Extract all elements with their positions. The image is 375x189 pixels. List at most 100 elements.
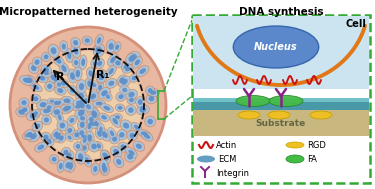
Ellipse shape xyxy=(77,128,87,138)
Ellipse shape xyxy=(58,79,69,88)
Ellipse shape xyxy=(76,80,87,93)
Ellipse shape xyxy=(30,133,37,139)
Ellipse shape xyxy=(90,121,95,126)
Ellipse shape xyxy=(96,69,106,84)
Ellipse shape xyxy=(87,67,95,80)
Ellipse shape xyxy=(68,69,77,83)
FancyBboxPatch shape xyxy=(192,15,370,183)
Ellipse shape xyxy=(93,100,105,107)
Ellipse shape xyxy=(113,42,121,53)
Ellipse shape xyxy=(81,58,85,66)
Ellipse shape xyxy=(91,93,96,98)
Ellipse shape xyxy=(70,88,75,93)
Ellipse shape xyxy=(56,133,60,139)
Text: Cell: Cell xyxy=(345,19,366,29)
Ellipse shape xyxy=(98,73,104,80)
Ellipse shape xyxy=(82,145,87,150)
Ellipse shape xyxy=(115,115,120,119)
Ellipse shape xyxy=(85,131,94,145)
Ellipse shape xyxy=(82,36,92,45)
Ellipse shape xyxy=(86,104,91,109)
Circle shape xyxy=(10,27,166,183)
Ellipse shape xyxy=(59,163,63,169)
Ellipse shape xyxy=(83,154,92,167)
Ellipse shape xyxy=(106,65,116,77)
Ellipse shape xyxy=(53,76,58,82)
Ellipse shape xyxy=(52,157,57,162)
Ellipse shape xyxy=(40,102,46,107)
Ellipse shape xyxy=(51,129,61,140)
Ellipse shape xyxy=(19,98,29,107)
Ellipse shape xyxy=(43,70,49,75)
Ellipse shape xyxy=(56,111,64,123)
Ellipse shape xyxy=(64,98,70,103)
Text: Substrate: Substrate xyxy=(256,119,306,128)
Ellipse shape xyxy=(72,130,81,140)
Ellipse shape xyxy=(34,124,40,129)
Ellipse shape xyxy=(96,47,102,54)
Ellipse shape xyxy=(148,96,154,101)
Ellipse shape xyxy=(122,79,128,85)
Ellipse shape xyxy=(80,55,87,70)
Ellipse shape xyxy=(66,133,74,142)
Ellipse shape xyxy=(82,96,89,106)
Ellipse shape xyxy=(66,162,70,168)
Ellipse shape xyxy=(54,101,58,105)
Ellipse shape xyxy=(127,154,133,160)
Ellipse shape xyxy=(102,165,107,172)
Ellipse shape xyxy=(44,117,49,122)
Ellipse shape xyxy=(26,110,40,121)
Ellipse shape xyxy=(74,132,79,137)
Ellipse shape xyxy=(136,66,149,77)
Ellipse shape xyxy=(127,51,140,63)
Ellipse shape xyxy=(38,145,44,150)
Ellipse shape xyxy=(54,109,60,115)
Ellipse shape xyxy=(112,137,117,142)
Ellipse shape xyxy=(47,84,52,89)
Ellipse shape xyxy=(97,70,108,83)
Ellipse shape xyxy=(115,44,119,50)
Ellipse shape xyxy=(57,120,68,131)
Ellipse shape xyxy=(126,105,136,115)
Ellipse shape xyxy=(89,141,99,152)
Ellipse shape xyxy=(118,94,124,99)
Ellipse shape xyxy=(67,52,71,59)
Ellipse shape xyxy=(136,144,142,149)
Text: R₁: R₁ xyxy=(96,70,109,80)
Ellipse shape xyxy=(138,130,151,138)
Ellipse shape xyxy=(89,107,100,121)
Ellipse shape xyxy=(91,163,99,175)
Ellipse shape xyxy=(21,100,27,105)
Ellipse shape xyxy=(109,43,114,50)
Ellipse shape xyxy=(74,98,84,108)
Ellipse shape xyxy=(100,104,114,113)
Ellipse shape xyxy=(62,65,67,72)
Ellipse shape xyxy=(96,82,104,93)
Ellipse shape xyxy=(51,99,64,107)
Ellipse shape xyxy=(108,53,118,66)
Ellipse shape xyxy=(46,139,52,144)
Ellipse shape xyxy=(87,81,92,87)
Ellipse shape xyxy=(90,109,98,121)
Ellipse shape xyxy=(95,128,104,139)
Ellipse shape xyxy=(286,142,304,148)
Ellipse shape xyxy=(113,58,123,68)
Ellipse shape xyxy=(23,75,36,86)
Ellipse shape xyxy=(98,123,105,136)
Ellipse shape xyxy=(128,107,134,113)
Ellipse shape xyxy=(95,34,103,47)
Ellipse shape xyxy=(47,105,52,110)
Ellipse shape xyxy=(75,90,87,101)
Ellipse shape xyxy=(65,126,75,135)
Ellipse shape xyxy=(31,65,36,71)
Ellipse shape xyxy=(102,131,108,138)
Ellipse shape xyxy=(97,144,101,148)
Ellipse shape xyxy=(110,57,116,63)
Ellipse shape xyxy=(16,107,27,117)
Ellipse shape xyxy=(74,60,78,65)
Ellipse shape xyxy=(66,153,72,158)
Ellipse shape xyxy=(150,90,156,95)
Ellipse shape xyxy=(67,106,71,110)
Ellipse shape xyxy=(79,83,84,90)
Ellipse shape xyxy=(63,106,70,111)
